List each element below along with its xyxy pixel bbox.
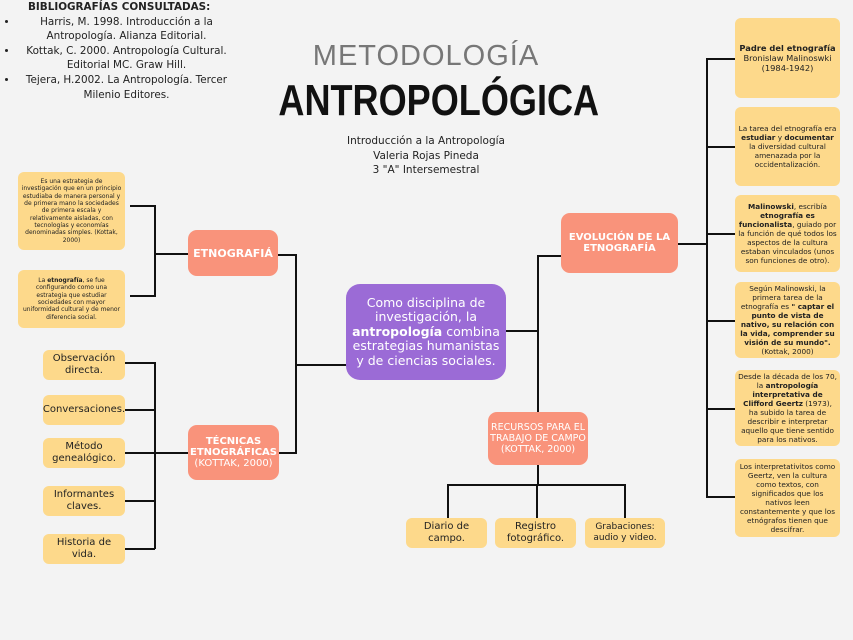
- evolucion-note: Según Malinowski, la primera tarea de la…: [735, 282, 840, 358]
- bibliography: BIBLIOGRAFÍAS CONSULTADAS: Harris, M. 19…: [0, 0, 235, 102]
- text: la diversidad cultural amenazada por la …: [749, 142, 826, 169]
- text: Como disciplina de investigación, la: [366, 294, 486, 325]
- bold-text: Malinowski: [748, 202, 794, 211]
- text: Los interpretativitos como Geertz, ven l…: [739, 462, 836, 534]
- recurso-item: Registro fotográfico.: [495, 518, 576, 548]
- tecnicas-label: TÉCNICAS ETNOGRÁFICAS: [189, 436, 277, 458]
- bold-text: antropología interpretativa de Clifford …: [743, 381, 823, 408]
- recurso-item: Diario de campo.: [406, 518, 487, 548]
- text: La: [38, 277, 48, 285]
- evolucion-note: La tarea del etnografía era estudiar y d…: [735, 107, 840, 186]
- evolucion-note: Malinowski, escribía etnografía es funci…: [735, 195, 840, 272]
- recurso-item: Grabaciones: audio y video.: [585, 518, 665, 548]
- text: Desde la década de los 70, la: [738, 372, 837, 390]
- title-line2: ANTROPOLÓGICA: [278, 76, 600, 125]
- text: y: [775, 133, 785, 142]
- text: (1973), ha subido la tarea de describir …: [741, 399, 834, 444]
- tecnica-item: Observación directa.: [43, 350, 125, 380]
- text: combina estrategias humanistas y de cien…: [352, 323, 500, 368]
- central-concept: Como disciplina de investigación, la ant…: [346, 284, 506, 380]
- tecnica-item: Conversaciones.: [43, 395, 125, 425]
- recursos-label: RECURSOS PARA EL TRABAJO DE CAMPO: [490, 422, 586, 444]
- text: , escribía: [793, 202, 827, 211]
- evolucion-node: EVOLUCIÓN DE LA ETNOGRAFÍA: [561, 213, 678, 273]
- text: , guiado por la función de qué todos los…: [738, 220, 837, 265]
- bold-text: antropología: [352, 323, 443, 339]
- subtitle-group: 3 "A" Intersemestral: [372, 164, 480, 176]
- bold-text: etnografía es funcionalista: [738, 211, 815, 229]
- tecnicas-cite: (KOTTAK, 2000): [194, 458, 273, 469]
- text: Es una estrategia de investigación que e…: [21, 178, 122, 244]
- subtitle-course: Introducción a la Antropología: [347, 135, 505, 147]
- bibliography-item: Tejera, H.2002. La Antropología. Tercer …: [18, 73, 235, 102]
- evolucion-note: Desde la década de los 70, la antropolog…: [735, 370, 840, 446]
- bold-text: " captar el punto de vista de nativo, su…: [740, 302, 835, 347]
- text: Según Malinowski, la primera tarea de la…: [740, 284, 826, 311]
- text: (Kottak, 2000): [761, 347, 814, 356]
- subtitle-author: Valeria Rojas Pineda: [373, 149, 479, 162]
- etnografia-node: ETNOGRAFIÁ: [188, 230, 278, 276]
- tecnica-item: Informantes claves.: [43, 486, 125, 516]
- subtitle: Introducción a la Antropología Valeria R…: [296, 134, 556, 178]
- title-line1: METODOLOGÍA: [312, 40, 540, 72]
- tecnica-item: Método genealógico.: [43, 438, 125, 468]
- recursos-cite: (KOTTAK, 2000): [500, 444, 576, 455]
- text: Bronislaw Malinoswki (1984-1942): [743, 53, 832, 73]
- text: , se fue configurando como una estrategi…: [22, 277, 121, 321]
- bold-text: documentar: [784, 133, 834, 142]
- bibliography-item: Harris, M. 1998. Introducción a la Antro…: [18, 15, 235, 44]
- tecnicas-node: TÉCNICAS ETNOGRÁFICAS (KOTTAK, 2000): [188, 425, 279, 480]
- bold-text: estudiar: [741, 133, 776, 142]
- bibliography-item: Kottak, C. 2000. Antropología Cultural. …: [18, 44, 235, 73]
- evolucion-note: Los interpretativitos como Geertz, ven l…: [735, 459, 840, 537]
- recursos-node: RECURSOS PARA EL TRABAJO DE CAMPO (KOTTA…: [488, 412, 588, 465]
- etnografia-note: La etnografía, se fue configurando como …: [18, 270, 125, 328]
- bibliography-title: BIBLIOGRAFÍAS CONSULTADAS:: [28, 1, 211, 13]
- text: La tarea del etnografía era: [738, 124, 837, 133]
- bold-text: Padre del etnografía: [739, 43, 836, 53]
- etnografia-note: Es una estrategia de investigación que e…: [18, 172, 125, 250]
- bold-text: etnografía: [47, 277, 83, 285]
- tecnica-item: Historia de vida.: [43, 534, 125, 564]
- evolucion-note: Padre del etnografía Bronislaw Malinoswk…: [735, 18, 840, 98]
